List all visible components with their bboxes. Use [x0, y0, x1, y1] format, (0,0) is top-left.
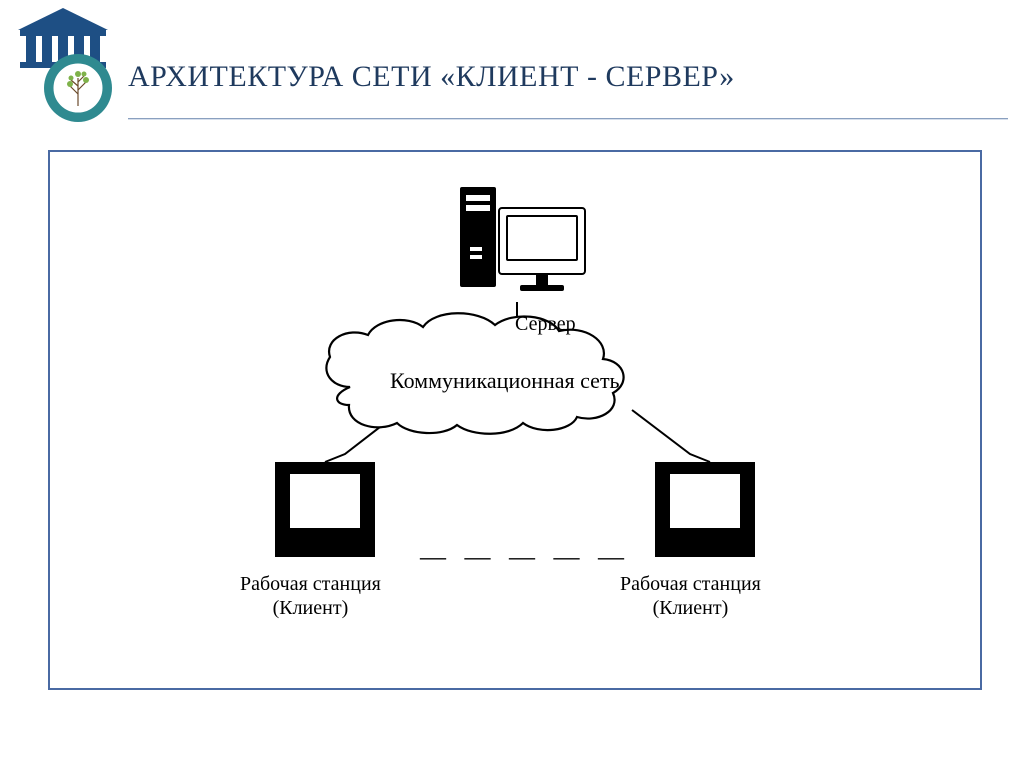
logo-svg	[8, 8, 118, 123]
client-right-label: Рабочая станция (Клиент)	[620, 572, 761, 620]
client-dashes: — — — — —	[420, 542, 630, 572]
diagram: Сервер Коммуникационная сеть Рабочая ста…	[50, 152, 980, 688]
server-monitor-icon	[498, 207, 586, 275]
server-label: Сервер	[515, 312, 576, 336]
title-rule	[128, 118, 1008, 120]
client-left-label: Рабочая станция (Клиент)	[240, 572, 381, 620]
content-frame: Сервер Коммуникационная сеть Рабочая ста…	[48, 150, 982, 690]
server-monitor-base	[520, 285, 564, 291]
cloud-label: Коммуникационная сеть	[390, 368, 620, 394]
edge-cloud-right	[632, 410, 710, 462]
client-left-screen	[288, 472, 362, 530]
logo	[8, 8, 118, 123]
slide-title: АРХИТЕКТУРА СЕТИ «КЛИЕНТ - СЕРВЕР»	[128, 60, 735, 94]
client-right-screen	[668, 472, 742, 530]
server-tower-icon	[460, 187, 496, 287]
server-monitor-stand	[536, 275, 548, 285]
slide-header: АРХИТЕКТУРА СЕТИ «КЛИЕНТ - СЕРВЕР»	[0, 0, 1024, 130]
